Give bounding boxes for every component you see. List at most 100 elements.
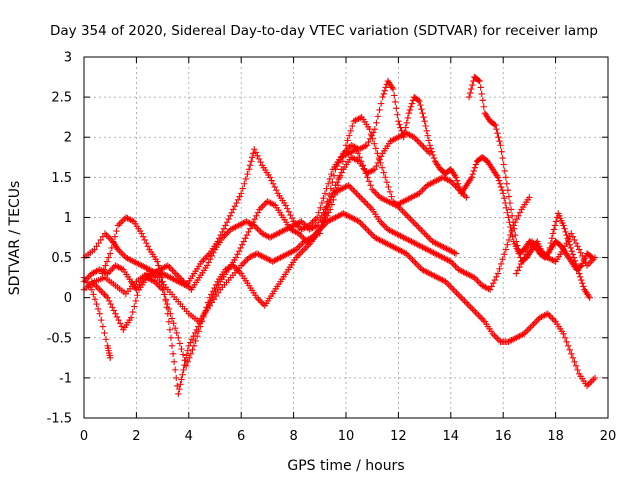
data-point	[181, 361, 188, 369]
data-point	[249, 154, 256, 161]
data-point	[377, 159, 384, 167]
tick-labels: 0 2 4 6 8 10 12 14 16 18 20 -1.5 -1 -0.5 0 0.5 1 1.5 2 2.5 3	[47, 51, 617, 445]
data-point	[414, 137, 421, 144]
data-point	[175, 334, 182, 341]
data-point	[421, 145, 429, 152]
data-point	[140, 233, 147, 240]
data-point	[566, 241, 573, 248]
data-point	[404, 114, 412, 122]
data-point	[337, 156, 344, 163]
data-point	[388, 193, 395, 200]
data-point	[99, 270, 106, 277]
data-point	[255, 155, 263, 163]
data-point	[131, 303, 138, 310]
data-point	[254, 152, 261, 159]
data-point	[330, 172, 338, 179]
data-point	[493, 126, 500, 133]
data-point	[299, 219, 307, 227]
data-point	[93, 300, 100, 308]
data-point	[101, 329, 108, 337]
data-point	[83, 275, 91, 282]
data-point	[549, 230, 557, 237]
data-point	[102, 262, 109, 269]
data-point	[196, 320, 204, 327]
data-point	[363, 226, 371, 233]
data-point	[325, 209, 332, 216]
data-point	[347, 127, 354, 135]
y-tick-label: 1.5	[51, 171, 72, 186]
data-point	[247, 158, 255, 165]
data-point	[402, 211, 409, 218]
data-point	[321, 190, 329, 197]
data-point	[400, 134, 407, 141]
data-point	[422, 122, 429, 130]
data-point	[452, 263, 459, 270]
data-point	[585, 381, 592, 388]
data-point	[363, 142, 371, 149]
series-track-5	[88, 130, 434, 370]
data-point	[230, 206, 237, 213]
data-point	[85, 273, 92, 281]
data-point	[469, 81, 476, 89]
grid	[84, 57, 608, 418]
data-point	[426, 142, 434, 149]
data-point	[568, 247, 576, 255]
data-point	[527, 324, 534, 331]
data-point	[531, 319, 539, 326]
data-point	[239, 185, 246, 192]
data-point	[118, 323, 125, 330]
data-point	[168, 342, 176, 349]
data-point	[407, 215, 414, 223]
data-point	[453, 177, 461, 184]
data-point	[495, 336, 503, 344]
data-point	[345, 132, 353, 139]
data-point	[254, 209, 262, 216]
data-point	[353, 190, 360, 197]
data-point	[243, 231, 251, 239]
data-point	[257, 204, 265, 212]
data-point	[371, 166, 379, 173]
data-point	[496, 180, 504, 187]
data-point	[515, 212, 522, 220]
data-point	[333, 162, 341, 170]
data-point	[411, 220, 419, 228]
y-tick-label: -1	[59, 371, 72, 386]
data-point	[103, 258, 111, 265]
data-point	[105, 297, 113, 305]
data-point	[103, 231, 110, 239]
data-point	[373, 162, 380, 170]
data-point	[154, 258, 161, 265]
data-point	[162, 297, 169, 305]
data-point	[170, 358, 178, 366]
data-point	[462, 299, 470, 306]
data-point	[335, 175, 342, 183]
data-point	[494, 335, 501, 342]
data-point	[143, 239, 150, 247]
data-point	[374, 113, 382, 120]
data-point	[577, 249, 584, 256]
data-point	[488, 283, 495, 290]
data-point	[182, 362, 190, 370]
data-point	[210, 291, 218, 298]
data-point	[99, 323, 107, 330]
data-point	[378, 219, 385, 227]
data-point	[320, 194, 327, 202]
data-point	[244, 170, 251, 178]
data-point	[417, 101, 424, 109]
data-point	[260, 300, 267, 308]
data-point	[421, 117, 428, 125]
data-point	[512, 231, 519, 239]
data-point	[356, 193, 363, 200]
data-point	[420, 143, 427, 151]
data-point	[497, 183, 505, 191]
data-point	[132, 297, 140, 305]
x-tick-label: 12	[390, 429, 407, 444]
data-point	[586, 379, 594, 386]
axis-ticks	[83, 56, 609, 419]
data-point	[503, 180, 511, 187]
data-point	[381, 223, 388, 230]
data-point	[590, 376, 597, 383]
data-point	[171, 366, 179, 374]
x-tick-label: 2	[132, 429, 140, 444]
data-point	[134, 292, 141, 299]
